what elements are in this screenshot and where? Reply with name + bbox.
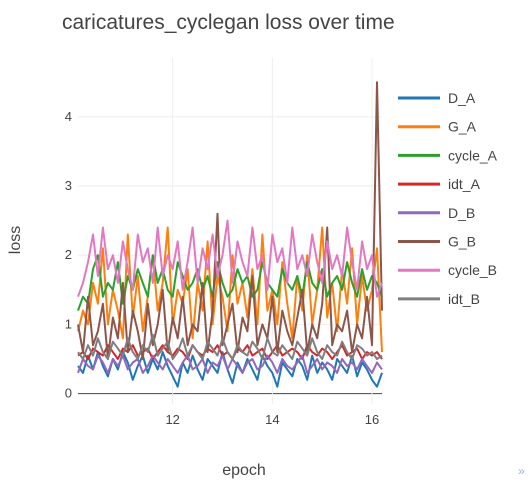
legend-label: D_B	[448, 205, 475, 221]
chart-title: caricatures_cyclegan loss over time	[62, 11, 395, 34]
legend-label: idt_A	[448, 176, 481, 192]
legend-item-idt-a[interactable]: idt_A	[398, 176, 481, 192]
more-link[interactable]: »	[518, 464, 525, 478]
y-tick-label: 1	[65, 316, 72, 331]
legend-item-cycle-a[interactable]: cycle_A	[398, 147, 498, 163]
x-tick-label: 12	[165, 412, 179, 427]
x-tick-label: 14	[265, 412, 279, 427]
y-tick-label: 3	[65, 178, 72, 193]
y-tick-label: 4	[65, 109, 72, 124]
series-line-cycle-a	[77, 254, 383, 311]
x-axis-title: epoch	[222, 462, 266, 479]
y-tick-label: 0	[65, 386, 72, 401]
legend-label: G_B	[448, 234, 476, 250]
legend-item-idt-b[interactable]: idt_B	[398, 291, 480, 307]
y-axis-title: loss	[7, 226, 24, 254]
y-axis-ticks: 0 1 2 3 4	[65, 109, 72, 401]
series-line-d-b	[77, 354, 383, 374]
legend-label: cycle_B	[448, 262, 497, 278]
series-line-cycle-b	[77, 219, 383, 298]
x-axis-ticks: 12 14 16	[165, 412, 379, 427]
legend-label: D_A	[448, 90, 476, 106]
legend-label: cycle_A	[448, 147, 498, 163]
series-line-idt-b	[77, 333, 383, 360]
x-tick-label: 16	[365, 412, 379, 427]
y-tick-label: 2	[65, 247, 72, 262]
legend-label: idt_B	[448, 291, 480, 307]
legend-item-d-b[interactable]: D_B	[398, 205, 475, 221]
plot-lines	[77, 81, 383, 388]
series-line-g-b	[77, 81, 383, 360]
legend-item-g-b[interactable]: G_B	[398, 234, 476, 250]
legend-item-cycle-b[interactable]: cycle_B	[398, 262, 497, 278]
series-line-d-a	[77, 351, 383, 388]
legend-item-g-a[interactable]: G_A	[398, 119, 477, 135]
legend[interactable]: D_A G_A cycle_A idt_A D_B G_B cycle_B idt_B	[398, 90, 498, 307]
legend-label: G_A	[448, 119, 477, 135]
legend-item-d-a[interactable]: D_A	[398, 90, 476, 106]
